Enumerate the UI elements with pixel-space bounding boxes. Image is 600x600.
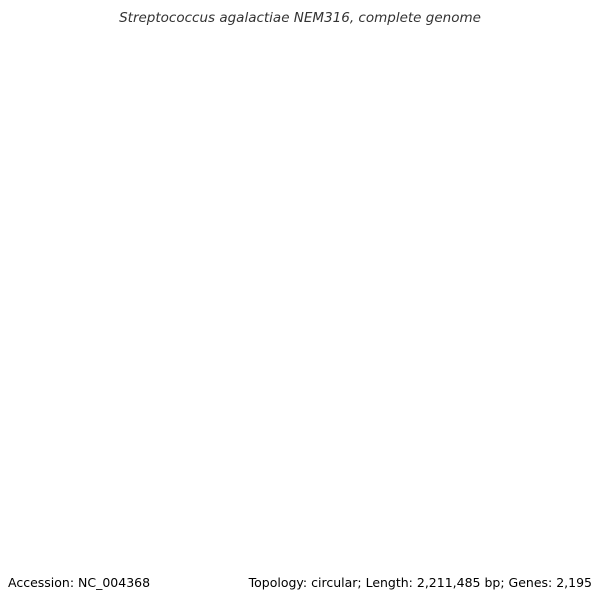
accession-text: Accession: NC_004368: [8, 575, 150, 590]
topology-text: Topology: circular; Length: 2,211,485 bp…: [248, 575, 592, 590]
genome-title: Streptococcus agalactiae NEM316, complet…: [119, 10, 481, 26]
